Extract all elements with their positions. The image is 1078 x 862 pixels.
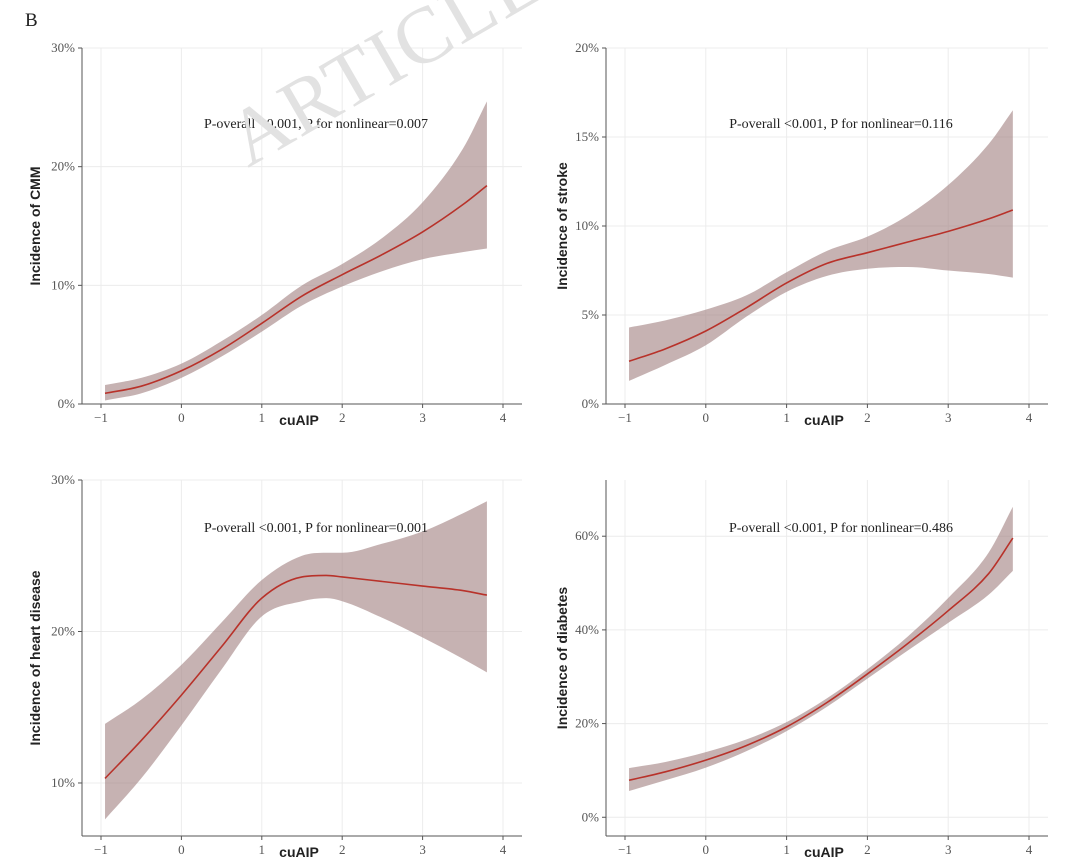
x-tick-label: 2 — [864, 410, 871, 425]
p-value-annotation: P-overall <0.001, P for nonlinear=0.001 — [204, 521, 428, 536]
chart-panel-2: −1 0 1 2 3 4 0% 5% 10% 15% 20% P-overall <0.001, P … — [554, 40, 1048, 428]
x-tick-label: 1 — [259, 842, 266, 857]
x-tick-label: 2 — [864, 842, 871, 857]
estimate-curve — [104, 574, 488, 779]
watermark: ARTICLE — [213, 0, 557, 184]
estimate-curve — [628, 537, 1014, 782]
confidence-band — [105, 101, 487, 401]
chart-panel-4: −1 0 1 2 3 40%20%40%60% P-overall <0.001, P fo… — [554, 480, 1048, 860]
y-tick-label: 5% — [582, 307, 600, 322]
y-axis-title: Incidence of heart disease — [27, 570, 43, 745]
x-tick-label: 1 — [783, 842, 790, 857]
x-tick-label: 0 — [178, 410, 185, 425]
x-tick-label: 3 — [419, 410, 426, 425]
y-tick-label: 0% — [582, 809, 600, 824]
y-tick-label: 60% — [575, 528, 599, 543]
x-tick-label: 0 — [703, 842, 710, 857]
y-tick-label: 20% — [575, 40, 599, 55]
y-tick-label: 0% — [582, 396, 600, 411]
y-axis-title: Incidence of CMM — [27, 166, 43, 285]
x-tick-label: 2 — [339, 842, 346, 857]
y-tick-label: 0% — [58, 396, 76, 411]
chart-panel-1: −1 0 1 2 3 4 0% 10% 20% 30% P-overall <0.001, P fo… — [27, 40, 522, 428]
x-tick-label: −1 — [94, 842, 108, 857]
x-tick-label: 1 — [783, 410, 790, 425]
x-tick-label: −1 — [618, 842, 632, 857]
y-tick-label: 20% — [51, 623, 75, 638]
panel-label: B — [25, 10, 38, 31]
chart-panel-3: −1 0 1 2 3 4 10% 20% 30% P-overall <0.001, P for … — [27, 472, 522, 860]
x-tick-label: 0 — [703, 410, 710, 425]
x-tick-label: 4 — [500, 842, 507, 857]
p-value-annotation: P-overall <0.001, P for nonlinear=0.007 — [204, 117, 428, 132]
y-tick-label: 10% — [51, 277, 75, 292]
x-axis-title: cuAIP — [279, 412, 319, 428]
x-tick-label: −1 — [94, 410, 108, 425]
y-tick-label: 30% — [51, 472, 75, 487]
confidence-band — [105, 501, 487, 820]
x-tick-label: 4 — [1026, 410, 1033, 425]
x-tick-label: 4 — [1026, 842, 1033, 857]
estimate-curve — [104, 185, 488, 395]
y-tick-label: 40% — [575, 622, 599, 637]
estimate-curve — [628, 209, 1014, 363]
y-tick-label: 20% — [575, 716, 599, 731]
x-axis-title: cuAIP — [279, 844, 319, 860]
confidence-band — [629, 506, 1013, 792]
y-tick-label: 10% — [575, 218, 599, 233]
x-axis-title: cuAIP — [804, 412, 844, 428]
x-tick-label: −1 — [618, 410, 632, 425]
x-tick-label: 0 — [178, 842, 185, 857]
y-axis-title: Incidence of diabetes — [554, 587, 570, 730]
x-tick-label: 3 — [945, 410, 952, 425]
y-axis-title: Incidence of stroke — [554, 162, 570, 290]
y-tick-label: 10% — [51, 775, 75, 790]
p-value-annotation: P-overall <0.001, P for nonlinear=0.486 — [729, 521, 953, 536]
y-tick-label: 15% — [575, 129, 599, 144]
y-tick-label: 30% — [51, 40, 75, 55]
x-tick-label: 1 — [259, 410, 266, 425]
x-axis-title: cuAIP — [804, 844, 844, 860]
x-tick-label: 4 — [500, 410, 507, 425]
x-tick-label: 2 — [339, 410, 346, 425]
p-value-annotation: P-overall <0.001, P for nonlinear=0.116 — [729, 117, 953, 132]
x-tick-label: 3 — [419, 842, 426, 857]
x-tick-label: 3 — [945, 842, 952, 857]
confidence-band — [629, 110, 1013, 381]
y-tick-label: 20% — [51, 159, 75, 174]
